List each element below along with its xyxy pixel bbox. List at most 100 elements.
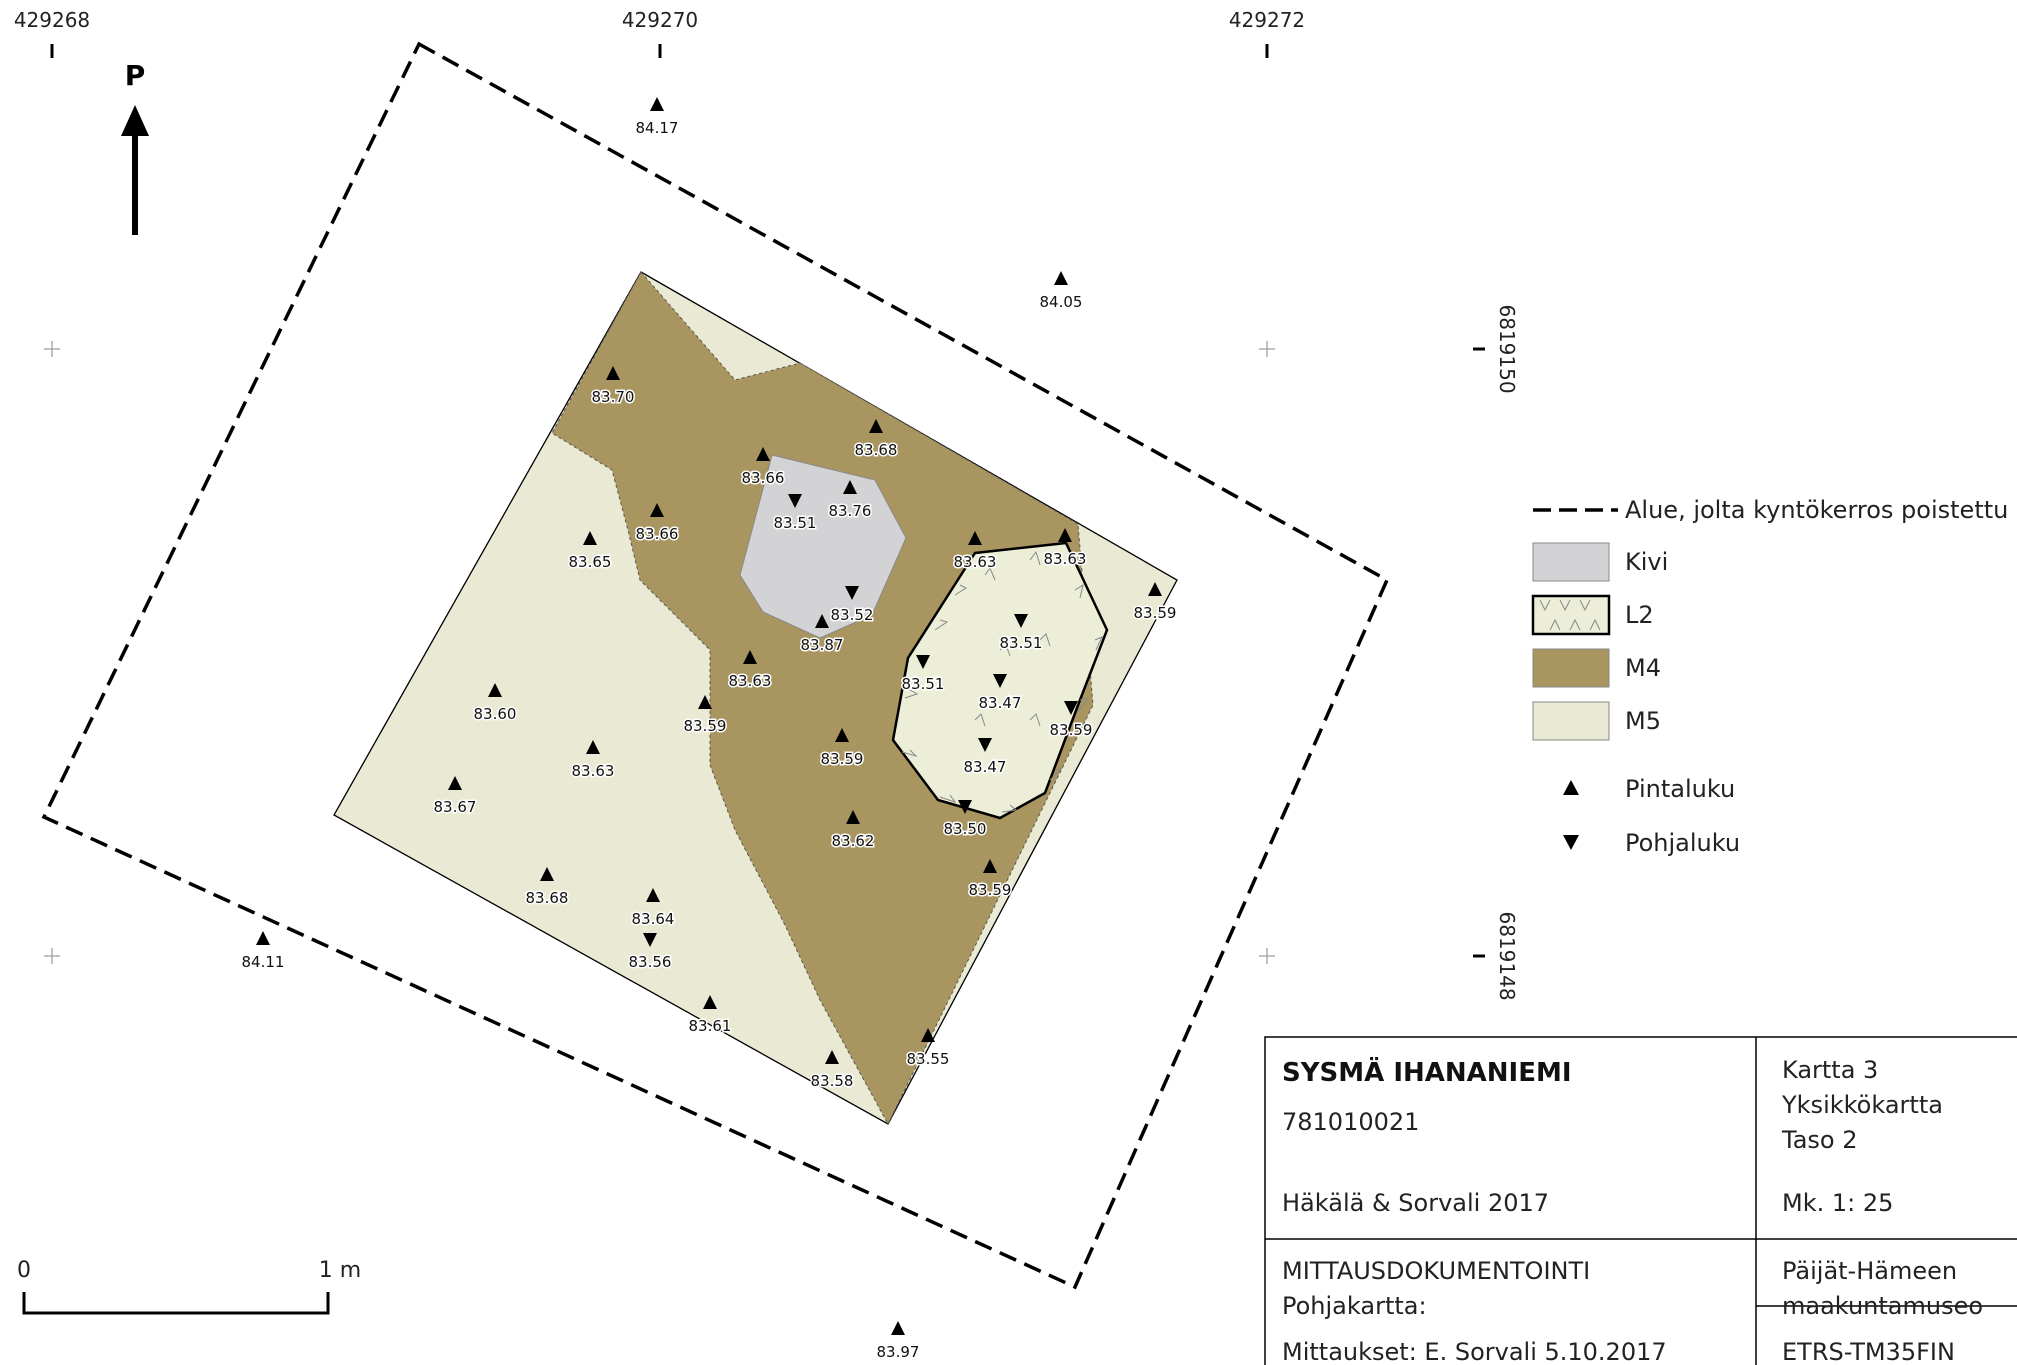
north-arrow: P — [121, 59, 149, 235]
surface-point-triangle-icon — [1058, 528, 1072, 542]
surface-point-triangle-icon — [983, 859, 997, 873]
surface-point-elevation-label: 83.68 — [526, 889, 569, 907]
legend-triangle-down-icon — [1563, 835, 1579, 850]
bottom-point-triangle-icon — [643, 933, 657, 947]
surface-point-elevation-label: 83.97 — [877, 1343, 920, 1361]
surface-point-triangle-icon — [583, 531, 597, 545]
surface-point-elevation-label: 83.63 — [729, 672, 772, 690]
surface-point-triangle-icon — [921, 1028, 935, 1042]
surface-point-elevation-label: 83.68 — [855, 441, 898, 459]
bottom-point-elevation-label: 83.47 — [964, 758, 1007, 776]
north-label: P — [125, 59, 146, 92]
surface-point-elevation-label: 83.59 — [1134, 604, 1177, 622]
bottom-point-elevation-label: 83.47 — [979, 694, 1022, 712]
surface-point-triangle-icon — [448, 776, 462, 790]
surface-point-triangle-icon — [488, 683, 502, 697]
map-level: Taso 2 — [1781, 1126, 1857, 1154]
surface-point-elevation-label: 84.17 — [636, 119, 679, 137]
grid-y-label: 6819150 — [1495, 304, 1519, 393]
bottom-point-elevation-label: 83.52 — [831, 606, 874, 624]
surface-point-triangle-icon — [835, 728, 849, 742]
surface-point-triangle-icon — [891, 1321, 905, 1335]
bottom-point-triangle-icon — [916, 655, 930, 669]
scale-bar: 0 1 m — [17, 1258, 361, 1315]
map-scale: Mk. 1: 25 — [1782, 1189, 1893, 1217]
title-block: SYSMÄ IHANANIEMI 781010021 Häkälä & Sorv… — [1264, 1036, 2017, 1365]
legend-m4-swatch-icon — [1532, 648, 1610, 688]
plough-removed-boundary — [41, 41, 1390, 1290]
surface-point-elevation-label: 83.55 — [907, 1050, 950, 1068]
grid-y-label: 6819148 — [1495, 911, 1519, 1000]
legend-label: Kivi — [1625, 548, 1668, 576]
site-name: SYSMÄ IHANANIEMI — [1282, 1056, 1572, 1088]
legend-label: L2 — [1625, 601, 1654, 629]
bottom-point-elevation-label: 83.51 — [902, 675, 945, 693]
bottom-point-triangle-icon — [1014, 614, 1028, 628]
surface-point-triangle-icon — [968, 531, 982, 545]
legend-label: Alue, jolta kyntökerros poistettu — [1625, 496, 2008, 524]
surface-point-triangle-icon — [825, 1050, 839, 1064]
surface-point-elevation-label: 83.65 — [569, 553, 612, 571]
surface-point-triangle-icon — [540, 867, 554, 881]
surface-point-elevation-label: 83.62 — [832, 832, 875, 850]
doc-type: MITTAUSDOKUMENTOINTI — [1282, 1257, 1590, 1285]
surface-point-elevation-label: 83.60 — [474, 705, 517, 723]
surface-point-elevation-label: 83.63 — [572, 762, 615, 780]
legend-label: Pohjaluku — [1625, 829, 1740, 857]
site-code: 781010021 — [1282, 1108, 1419, 1136]
unit-m4-area — [551, 271, 1094, 1126]
grid-ticks — [50, 44, 1485, 958]
surface-point-elevation-label: 83.70 — [592, 388, 635, 406]
legend-l2-swatch-icon — [1531, 594, 1611, 636]
grid-x-label: 429272 — [1229, 8, 1305, 32]
bottom-point-elevation-label: 83.50 — [944, 820, 987, 838]
surface-point-triangle-icon — [606, 366, 620, 380]
legend: Alue, jolta kyntökerros poistettu Kivi L… — [1531, 496, 2008, 857]
surface-point-triangle-icon — [650, 97, 664, 111]
bottom-point-elevation-label: 83.51 — [774, 514, 817, 532]
surface-point-triangle-icon — [1054, 271, 1068, 285]
authors: Häkälä & Sorvali 2017 — [1282, 1189, 1549, 1217]
surface-point-triangle-icon — [703, 995, 717, 1009]
legend-m5-swatch-icon — [1532, 701, 1610, 741]
bottom-point-elevation-label: 83.59 — [1050, 721, 1093, 739]
grid-x-label: 429268 — [14, 8, 90, 32]
surface-point-triangle-icon — [743, 650, 757, 664]
surface-point-elevation-label: 83.67 — [434, 798, 477, 816]
bottom-point-triangle-icon — [958, 800, 972, 814]
survey-info: Mittaukset: E. Sorvali 5.10.2017 — [1282, 1338, 1667, 1365]
surface-point-triangle-icon — [815, 614, 829, 628]
legend-label: M4 — [1625, 654, 1661, 682]
base-map: Pohjakartta: — [1282, 1292, 1427, 1320]
museum-line-1: Päijät-Hämeen — [1782, 1257, 1957, 1285]
surface-point-triangle-icon — [1148, 582, 1162, 596]
surface-point-elevation-label: 83.59 — [969, 881, 1012, 899]
surface-point-triangle-icon — [846, 810, 860, 824]
surface-point-elevation-label: 83.87 — [801, 636, 844, 654]
surface-point-elevation-label: 83.61 — [689, 1017, 732, 1035]
surface-point-triangle-icon — [843, 480, 857, 494]
surface-point-elevation-label: 83.63 — [954, 553, 997, 571]
bottom-point-triangle-icon — [845, 586, 859, 600]
surface-point-elevation-label: 83.59 — [684, 717, 727, 735]
map-type: Yksikkökartta — [1781, 1091, 1943, 1119]
surface-point-elevation-label: 83.63 — [1044, 550, 1087, 568]
scale-end-label: 1 m — [319, 1258, 361, 1283]
legend-kivi-swatch-icon — [1532, 542, 1610, 582]
surface-point-elevation-label: 83.66 — [636, 525, 679, 543]
bottom-point-elevation-label: 83.56 — [629, 953, 672, 971]
crs: ETRS-TM35FIN — [1782, 1338, 1955, 1365]
surface-point-triangle-icon — [586, 740, 600, 754]
scale-start-label: 0 — [17, 1258, 31, 1283]
grid-x-label: 429270 — [622, 8, 698, 32]
surface-point-triangle-icon — [869, 419, 883, 433]
museum-line-2: maakuntamuseo — [1782, 1292, 1983, 1320]
surface-point-elevation-label: 83.58 — [811, 1072, 854, 1090]
unit-kivi-area — [739, 454, 907, 639]
bottom-point-triangle-icon — [1064, 701, 1078, 715]
surface-point-triangle-icon — [646, 888, 660, 902]
surface-points: 84.17 84.05 84.11 83.97 83.70 83.68 83.66 83.76… — [240, 97, 1178, 1363]
map-number: Kartta 3 — [1782, 1056, 1878, 1084]
bottom-point-triangle-icon — [978, 738, 992, 752]
